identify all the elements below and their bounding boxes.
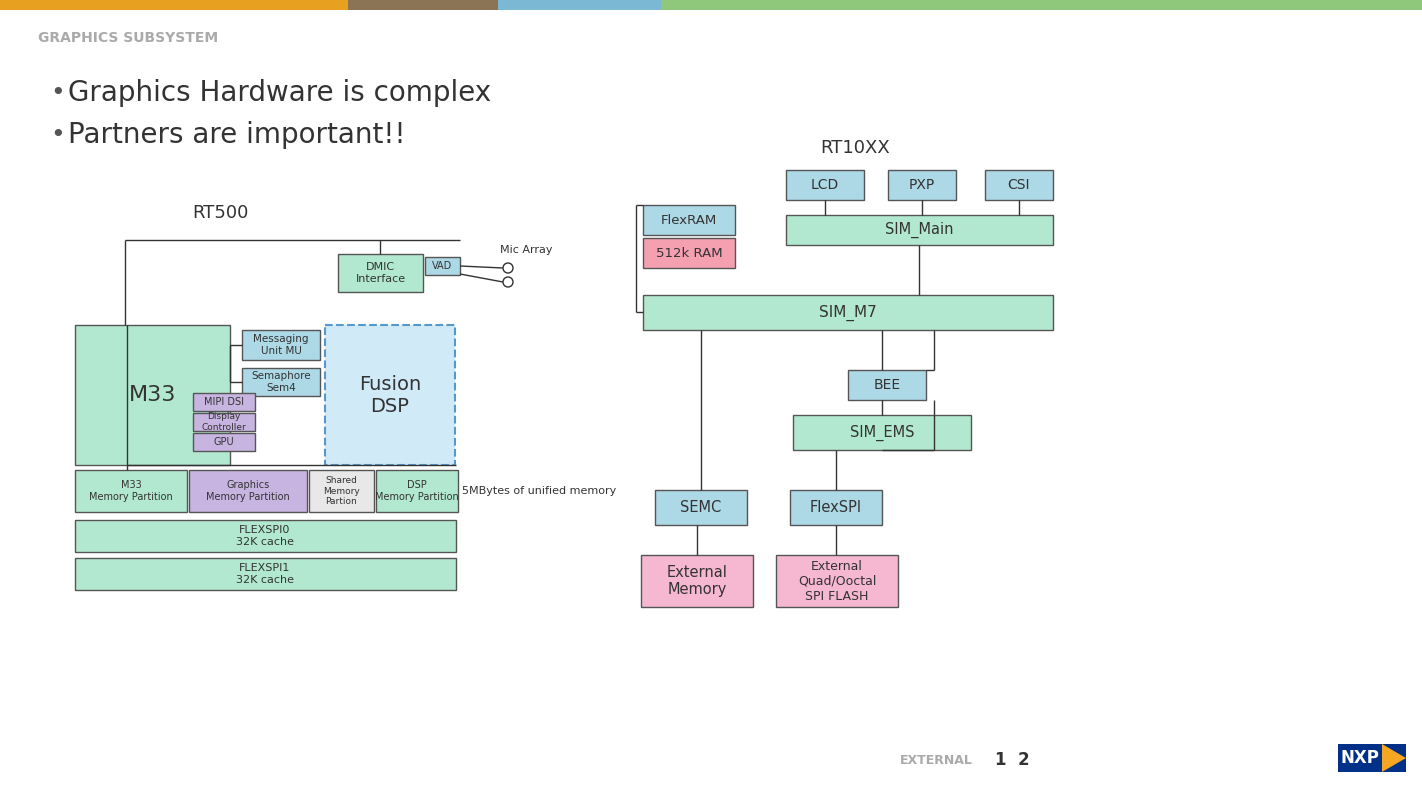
Text: •: • [50, 81, 65, 105]
Text: Semaphore
Sem4: Semaphore Sem4 [252, 371, 311, 393]
Bar [338, 254, 422, 292]
Text: DSP
Memory Partition: DSP Memory Partition [375, 481, 459, 502]
Bar [193, 393, 255, 411]
Bar [848, 370, 926, 400]
Text: 5MBytes of unified memory: 5MBytes of unified memory [462, 486, 616, 496]
Text: DMIC
Interface: DMIC Interface [356, 262, 405, 284]
Text: FLEXSPI1
32K cache: FLEXSPI1 32K cache [236, 563, 294, 585]
Text: Shared
Memory
Partion: Shared Memory Partion [323, 476, 360, 506]
Text: Fusion
DSP: Fusion DSP [358, 375, 421, 415]
Text: NXP: NXP [1341, 749, 1379, 767]
Text: M33: M33 [129, 385, 176, 405]
Text: External
Quad/Ooctal
SPI FLASH: External Quad/Ooctal SPI FLASH [798, 559, 876, 603]
Bar [242, 368, 320, 396]
Bar [786, 170, 865, 200]
Text: PXP: PXP [909, 178, 936, 192]
Text: Mic Array: Mic Array [501, 245, 553, 255]
Bar [193, 413, 255, 431]
Bar [985, 170, 1054, 200]
Bar [75, 558, 456, 590]
Text: Graphics Hardware is complex: Graphics Hardware is complex [68, 79, 491, 107]
Text: Partners are important!!: Partners are important!! [68, 121, 405, 149]
Text: •: • [50, 123, 65, 147]
Bar [348, 0, 498, 10]
Text: FLEXSPI0
32K cache: FLEXSPI0 32K cache [236, 525, 294, 547]
Text: Display
Controller: Display Controller [202, 412, 246, 432]
Text: SIM_Main: SIM_Main [886, 222, 954, 238]
Text: GRAPHICS SUBSYSTEM: GRAPHICS SUBSYSTEM [38, 31, 218, 45]
Bar [0, 0, 348, 10]
Text: Graphics
Memory Partition: Graphics Memory Partition [206, 481, 290, 502]
Text: VAD: VAD [432, 261, 452, 271]
Text: EXTERNAL: EXTERNAL [900, 753, 973, 767]
Text: FlexRAM: FlexRAM [661, 214, 717, 226]
Bar [242, 330, 320, 360]
Bar [791, 490, 882, 525]
Text: Messaging
Unit MU: Messaging Unit MU [253, 334, 309, 355]
Bar [786, 215, 1054, 245]
Bar [309, 470, 374, 512]
Bar [189, 470, 307, 512]
Bar [1338, 744, 1406, 772]
Text: GPU: GPU [213, 437, 235, 447]
Bar [326, 325, 455, 465]
Text: SIM_EMS: SIM_EMS [850, 424, 914, 441]
Bar [375, 470, 458, 512]
Bar [643, 295, 1054, 330]
Polygon shape [1382, 744, 1406, 772]
Bar [193, 433, 255, 451]
Bar [776, 555, 899, 607]
Bar [643, 238, 735, 268]
Bar [75, 325, 230, 465]
Text: MIPI DSI: MIPI DSI [203, 397, 245, 407]
Bar [75, 470, 188, 512]
Text: 512k RAM: 512k RAM [656, 246, 722, 260]
Bar [641, 555, 754, 607]
Text: External
Memory: External Memory [667, 565, 728, 597]
Bar [498, 0, 661, 10]
Text: SIM_M7: SIM_M7 [819, 304, 877, 320]
Text: FlexSPI: FlexSPI [811, 500, 862, 515]
Text: M33
Memory Partition: M33 Memory Partition [90, 481, 173, 502]
Bar [425, 257, 459, 275]
Text: SEMC: SEMC [680, 500, 721, 515]
Bar [656, 490, 747, 525]
Bar [661, 0, 1422, 10]
Bar [75, 520, 456, 552]
Bar [887, 170, 956, 200]
Bar [643, 205, 735, 235]
Text: RT500: RT500 [192, 204, 249, 222]
Text: LCD: LCD [811, 178, 839, 192]
Text: RT10XX: RT10XX [820, 139, 890, 157]
Text: 1  2: 1 2 [995, 751, 1030, 769]
Text: BEE: BEE [873, 378, 900, 392]
Bar [793, 415, 971, 450]
Text: CSI: CSI [1008, 178, 1031, 192]
